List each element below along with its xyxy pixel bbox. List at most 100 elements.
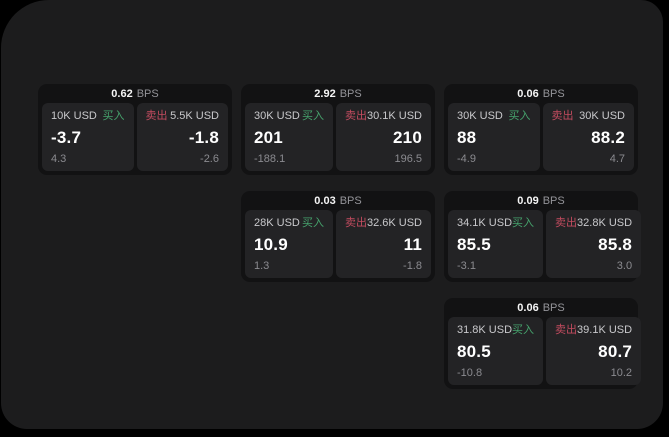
bps-unit-label: BPS <box>136 88 159 100</box>
sell-price: -1.8 <box>188 128 219 147</box>
sell-delta: -2.6 <box>200 153 219 165</box>
card-panels: 30K USD 买入 88 -4.9 卖出 30K USD 88.2 4.7 <box>448 103 634 171</box>
sell-panel[interactable]: 卖出 32.8K USD 85.8 3.0 <box>546 210 642 278</box>
buy-price: 10.9 <box>254 235 288 254</box>
card-panels: 28K USD 买入 10.9 1.3 卖出 32.6K USD 11 -1.8 <box>245 210 431 278</box>
buy-delta: -4.9 <box>457 153 476 165</box>
sell-delta: 3.0 <box>616 260 633 272</box>
buy-delta: -188.1 <box>254 153 286 165</box>
buy-panel[interactable]: 30K USD 买入 88 -4.9 <box>448 103 540 171</box>
card-header: 0.06 BPS <box>448 300 634 317</box>
sell-panel-toprow: 卖出 30K USD <box>552 110 626 122</box>
buy-panel-toprow: 34.1K USD 买入 <box>457 217 534 229</box>
bps-unit-label: BPS <box>339 88 362 100</box>
bps-value: 0.03 <box>314 195 336 207</box>
sell-amount: 32.6K USD <box>366 217 422 229</box>
quote-card-2: 0.03 BPS 28K USD 买入 10.9 1.3 卖出 <box>241 191 435 282</box>
board-column-1: 0.62 BPS 10K USD 买入 -3.7 4.3 卖出 <box>38 84 232 175</box>
sell-panel-toprow: 卖出 32.8K USD <box>555 217 632 229</box>
buy-panel-toprow: 28K USD 买入 <box>254 217 324 229</box>
buy-amount: 30K USD <box>457 110 503 122</box>
card-panels: 31.8K USD 买入 80.5 -10.8 卖出 39.1K USD 80.… <box>448 317 642 385</box>
sell-side-label: 卖出 <box>344 217 367 229</box>
buy-panel[interactable]: 34.1K USD 买入 85.5 -3.1 <box>448 210 544 278</box>
sell-delta: 196.5 <box>394 153 422 165</box>
quote-board: 0.62 BPS 10K USD 买入 -3.7 4.3 卖出 <box>38 84 642 389</box>
card-panels: 34.1K USD 买入 85.5 -3.1 卖出 32.8K USD 85.8… <box>448 210 642 278</box>
card-header: 0.62 BPS <box>42 86 228 103</box>
quote-card-0: 0.62 BPS 10K USD 买入 -3.7 4.3 卖出 <box>38 84 232 175</box>
sell-side-label: 卖出 <box>551 110 574 122</box>
sell-delta: 4.7 <box>609 153 625 165</box>
card-header: 0.06 BPS <box>448 86 634 103</box>
sell-amount: 30K USD <box>579 110 625 122</box>
bps-unit-label: BPS <box>542 88 565 100</box>
sell-side-label: 卖出 <box>344 110 367 122</box>
quote-card-4: 0.09 BPS 34.1K USD 买入 85.5 -3.1 卖出 <box>444 191 642 282</box>
buy-panel[interactable]: 31.8K USD 买入 80.5 -10.8 <box>448 317 544 385</box>
buy-side-label: 买入 <box>301 110 324 122</box>
buy-side-label: 买入 <box>102 110 125 122</box>
bps-unit-label: BPS <box>542 195 565 207</box>
sell-delta: 10.2 <box>610 367 633 379</box>
buy-panel[interactable]: 28K USD 买入 10.9 1.3 <box>245 210 333 278</box>
quote-card-5: 0.06 BPS 31.8K USD 买入 80.5 -10.8 卖出 <box>444 298 642 389</box>
sell-panel[interactable]: 卖出 5.5K USD -1.8 -2.6 <box>136 103 228 171</box>
buy-panel-toprow: 31.8K USD 买入 <box>457 324 534 336</box>
card-header: 2.92 BPS <box>245 86 431 103</box>
buy-amount: 28K USD <box>254 217 300 229</box>
sell-price: 80.7 <box>598 342 633 361</box>
sell-panel-toprow: 卖出 32.6K USD <box>345 217 422 229</box>
app-window: 0.62 BPS 10K USD 买入 -3.7 4.3 卖出 <box>1 0 663 429</box>
buy-side-label: 买入 <box>512 324 535 336</box>
sell-amount: 32.8K USD <box>577 217 633 229</box>
sell-delta: -1.8 <box>403 260 422 272</box>
sell-panel-toprow: 卖出 39.1K USD <box>555 324 632 336</box>
buy-side-label: 买入 <box>508 110 531 122</box>
sell-price: 85.8 <box>598 235 633 254</box>
buy-side-label: 买入 <box>512 217 535 229</box>
bps-value: 2.92 <box>314 88 336 100</box>
card-panels: 10K USD 买入 -3.7 4.3 卖出 5.5K USD -1.8 -2.… <box>42 103 228 171</box>
buy-panel[interactable]: 30K USD 买入 201 -188.1 <box>245 103 333 171</box>
buy-panel[interactable]: 10K USD 买入 -3.7 4.3 <box>42 103 134 171</box>
buy-price: 80.5 <box>457 342 491 361</box>
buy-amount: 30K USD <box>254 110 300 122</box>
buy-amount: 34.1K USD <box>457 217 513 229</box>
buy-price: -3.7 <box>51 128 82 147</box>
buy-delta: 1.3 <box>254 260 270 272</box>
bps-unit-label: BPS <box>542 302 565 314</box>
bps-unit-label: BPS <box>339 195 362 207</box>
sell-panel[interactable]: 卖出 32.6K USD 11 -1.8 <box>335 210 431 278</box>
bps-value: 0.06 <box>517 302 539 314</box>
buy-panel-toprow: 30K USD 买入 <box>457 110 531 122</box>
sell-amount: 30.1K USD <box>366 110 422 122</box>
bps-value: 0.62 <box>111 88 133 100</box>
buy-price: 201 <box>254 128 283 147</box>
sell-side-label: 卖出 <box>555 324 578 336</box>
buy-delta: -3.1 <box>457 260 476 272</box>
sell-side-label: 卖出 <box>555 217 578 229</box>
sell-panel-toprow: 卖出 30.1K USD <box>345 110 422 122</box>
sell-panel[interactable]: 卖出 39.1K USD 80.7 10.2 <box>546 317 642 385</box>
quote-card-3: 0.06 BPS 30K USD 买入 88 -4.9 卖出 <box>444 84 638 175</box>
buy-panel-toprow: 30K USD 买入 <box>254 110 324 122</box>
sell-price: 11 <box>403 235 422 254</box>
sell-price: 88.2 <box>591 128 625 147</box>
sell-price: 210 <box>393 128 422 147</box>
bps-value: 0.06 <box>517 88 539 100</box>
sell-panel-toprow: 卖出 5.5K USD <box>146 110 220 122</box>
sell-amount: 5.5K USD <box>170 110 219 122</box>
buy-side-label: 买入 <box>301 217 324 229</box>
buy-price: 88 <box>457 128 477 147</box>
sell-panel[interactable]: 卖出 30.1K USD 210 196.5 <box>335 103 431 171</box>
sell-amount: 39.1K USD <box>577 324 633 336</box>
sell-panel[interactable]: 卖出 30K USD 88.2 4.7 <box>542 103 634 171</box>
card-panels: 30K USD 买入 201 -188.1 卖出 30.1K USD 210 1… <box>245 103 431 171</box>
buy-amount: 31.8K USD <box>457 324 513 336</box>
buy-delta: 4.3 <box>51 153 67 165</box>
buy-amount: 10K USD <box>51 110 97 122</box>
card-header: 0.09 BPS <box>448 193 634 210</box>
card-header: 0.03 BPS <box>245 193 431 210</box>
quote-card-1: 2.92 BPS 30K USD 买入 201 -188.1 卖出 <box>241 84 435 175</box>
